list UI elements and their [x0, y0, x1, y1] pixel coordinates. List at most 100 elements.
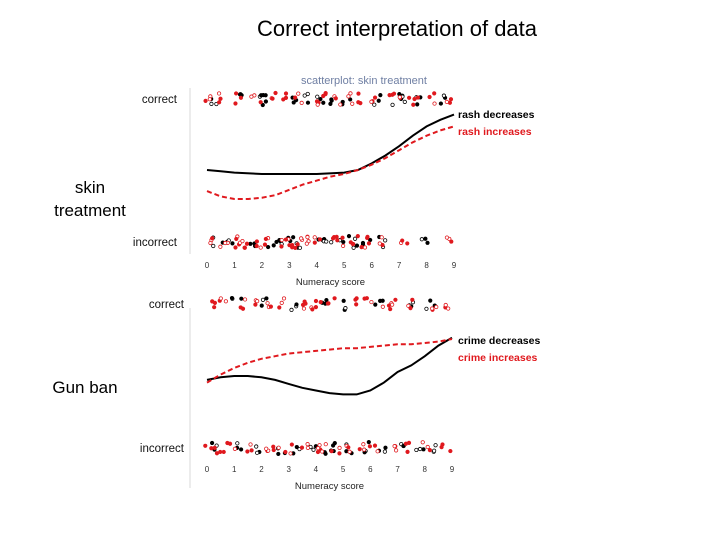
scatter-point [296, 91, 301, 96]
scatter-point [330, 236, 336, 241]
scatter-point [299, 100, 304, 105]
scatter-point [210, 299, 215, 304]
scatter-point [270, 96, 275, 101]
scatter-point [401, 443, 406, 449]
scatter-point [357, 447, 362, 452]
scatter-point [290, 243, 295, 248]
scatter-point [346, 94, 351, 99]
scatter-point [319, 449, 325, 454]
scatter-point [283, 91, 289, 96]
plot-area [196, 290, 466, 490]
scatter-point [408, 306, 413, 311]
scatter-point [393, 297, 398, 302]
scatter-point [323, 442, 328, 447]
scatter-point [277, 305, 282, 310]
scatter-point [428, 298, 433, 303]
scatter-point [411, 102, 416, 107]
scatter-point [448, 448, 453, 454]
scatter-point [253, 302, 258, 307]
scatter-point [341, 239, 346, 245]
series-line-2 [206, 338, 453, 384]
scatter-point [258, 100, 263, 105]
scatter-point [263, 236, 268, 242]
scatter-point [448, 97, 454, 102]
scatter-point [218, 96, 223, 101]
scatter-point [337, 451, 342, 456]
scatter-point [310, 307, 315, 312]
scatter-point [344, 449, 349, 454]
scatter-point [249, 448, 254, 453]
scatter-point [244, 241, 250, 246]
scatter-point [283, 237, 289, 242]
scatter-point [412, 96, 417, 102]
scatter-point [239, 296, 244, 301]
scatter-point [405, 449, 410, 454]
scatter-point [218, 296, 223, 301]
scatter-point [424, 306, 429, 311]
x-tick-label: 4 [314, 465, 319, 474]
x-tick-label: 7 [395, 465, 400, 474]
scatter-point [209, 101, 214, 106]
scatter-point [392, 444, 397, 449]
scatter-point [239, 447, 244, 452]
scatter-point [373, 302, 378, 307]
scatter-point [212, 445, 217, 450]
scatter-point [276, 451, 281, 457]
x-tick-label: 1 [232, 465, 237, 474]
scatter-point [271, 447, 276, 453]
scatter-point [293, 95, 298, 100]
x-tick-label: 2 [260, 261, 265, 270]
scatter-point [415, 102, 420, 107]
x-tick-label: 0 [205, 465, 210, 474]
scatter-point [279, 244, 284, 249]
scatter-point [234, 91, 239, 96]
scatter-point [335, 238, 340, 243]
scatter-point [283, 95, 289, 101]
scatter-point [346, 445, 351, 450]
scatter-point [260, 297, 266, 302]
scatter-point [439, 445, 444, 450]
scatter-point [415, 95, 421, 100]
scatter-point [315, 102, 320, 107]
scatter-point [372, 95, 378, 100]
scatter-point [262, 242, 268, 247]
scatter-point [311, 447, 316, 452]
scatter-point [377, 241, 382, 246]
scatter-point [350, 101, 355, 106]
scatter-point [331, 443, 336, 448]
chart-panel-1: scatterplot: skin treatment correct incorr… [133, 70, 535, 288]
scatter-point [297, 245, 303, 250]
scatter-point [313, 305, 319, 310]
scatter-point [305, 100, 311, 105]
scatter-point [276, 445, 281, 450]
scatter-point [323, 92, 328, 97]
scatter-point [305, 442, 310, 447]
scatter-point [209, 446, 214, 451]
scatter-point [421, 447, 426, 452]
scatter-point [240, 238, 245, 244]
scatter-point [242, 245, 247, 250]
x-tick-label: 1 [232, 261, 237, 270]
scatter-point [430, 306, 435, 311]
scatter-point [358, 100, 363, 106]
scatter-point [217, 100, 222, 105]
scatter-point [400, 238, 405, 243]
scatter-point [347, 449, 352, 454]
scatter-point [329, 449, 334, 454]
x-tick-label: 6 [368, 465, 373, 474]
scatter-point [301, 306, 307, 311]
scatter-point [326, 301, 331, 306]
scatter-point [410, 297, 415, 302]
scatter-point [360, 240, 366, 246]
scatter-point [229, 295, 235, 301]
scatter-point [305, 235, 310, 240]
scatter-point [318, 96, 323, 102]
scatter-point [434, 304, 439, 310]
scatter-point [388, 306, 393, 312]
scatter-point [393, 448, 399, 453]
scatter-point [438, 101, 444, 106]
scatter-point [259, 303, 264, 308]
scatter-point [242, 297, 248, 302]
scatter-point [390, 92, 395, 97]
scatter-point [362, 245, 368, 250]
